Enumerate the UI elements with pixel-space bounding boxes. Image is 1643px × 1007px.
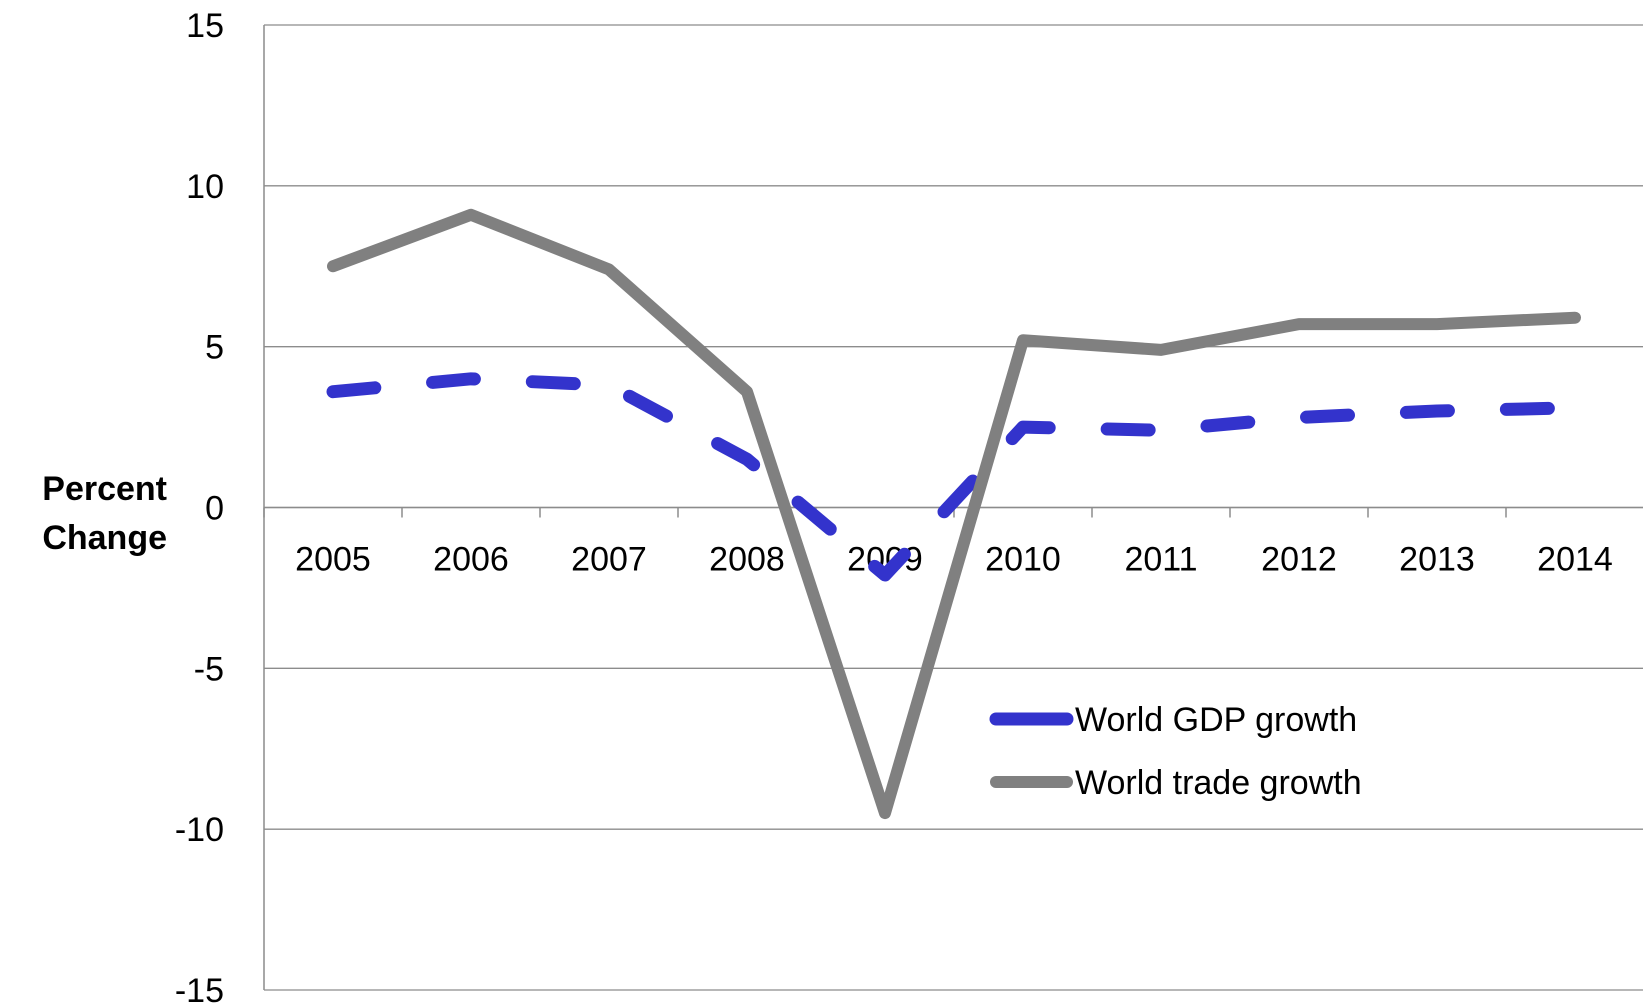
x-tick-label: 2010 (985, 541, 1061, 579)
x-tick-label: 2014 (1537, 541, 1613, 579)
x-tick-label: 2011 (1124, 541, 1197, 579)
y-axis-label-line-2: Change (42, 519, 167, 557)
series-lines (326, 208, 1582, 820)
x-tick-label: 2007 (571, 541, 647, 579)
legend-label: World GDP growth (1075, 701, 1357, 739)
y-tick-label: 10 (186, 168, 224, 206)
legend-label: World trade growth (1075, 764, 1362, 802)
y-tick-label: 5 (205, 329, 224, 367)
y-tick-labels: 15 10 5 0 -5 -10 -15 (175, 7, 224, 1007)
y-tick-label: 15 (186, 7, 224, 45)
x-tick-label: 2005 (295, 541, 371, 579)
y-tick-label: -10 (175, 811, 224, 849)
legend: World GDP growth World trade growth (989, 701, 1362, 802)
x-tick-labels: 2005 2006 2007 2008 2009 2010 2011 2012 2013 2014 (295, 541, 1613, 579)
x-tick-label: 2013 (1399, 541, 1475, 579)
y-tick-label: 0 (205, 490, 224, 528)
series-line-world-gdp-growth (326, 372, 1582, 582)
x-tick-label: 2006 (433, 541, 509, 579)
x-tick-label: 2012 (1261, 541, 1337, 579)
y-axis-label: Percent Change (42, 470, 167, 557)
series-line-world-trade-growth (327, 208, 1581, 820)
y-tick-label: -15 (175, 972, 224, 1007)
y-tick-label: -5 (194, 650, 224, 688)
x-tick-label: 2008 (709, 541, 785, 579)
y-axis-label-line-1: Percent (42, 470, 167, 508)
